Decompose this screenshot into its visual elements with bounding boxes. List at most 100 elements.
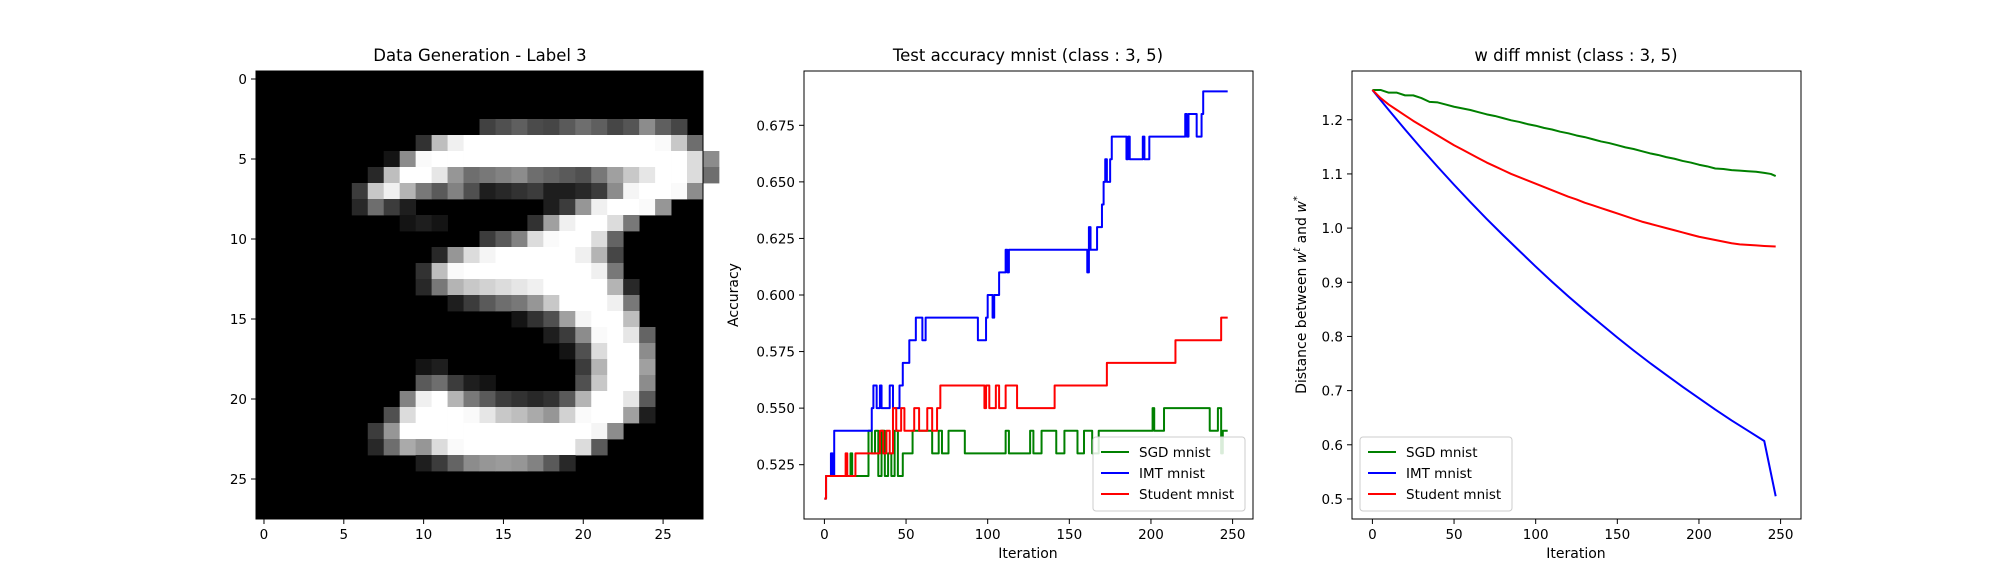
image-pixel: [591, 375, 608, 392]
image-pixel: [511, 407, 528, 424]
image-pixel: [559, 183, 576, 200]
image-pixel: [463, 135, 480, 152]
y-tick-label: 0.6: [1322, 438, 1343, 454]
image-pixel: [511, 151, 528, 168]
image-pixel: [687, 167, 704, 184]
image-pixel: [591, 231, 608, 248]
panel-title: Data Generation - Label 3: [373, 46, 586, 65]
image-pixel: [383, 199, 401, 216]
image-pixel: [431, 167, 448, 184]
image-pixel: [575, 215, 592, 232]
image-pixel: [511, 119, 528, 136]
image-pixel: [463, 423, 480, 440]
image-pixel: [511, 439, 528, 456]
image-pixel: [591, 151, 608, 168]
image-pixel: [463, 183, 480, 200]
image-pixel: [575, 391, 592, 408]
image-pixel: [447, 263, 464, 280]
y-tick-label: 20: [230, 392, 247, 408]
image-pixel: [527, 231, 544, 248]
image-pixel: [543, 135, 560, 152]
series-line: [1372, 88, 1777, 178]
image-pixel: [511, 455, 528, 472]
image-pixel: [447, 407, 464, 424]
image-pixel: [527, 167, 544, 184]
image-pixel: [415, 391, 432, 408]
image-pixel: [607, 311, 624, 328]
image-pixel: [415, 375, 432, 392]
image-pixel: [559, 215, 576, 232]
image-pixel: [671, 135, 688, 152]
image-pixel: [607, 135, 624, 152]
image-pixel: [591, 295, 608, 312]
y-axis-label-w2: w: [1294, 201, 1310, 213]
image-pixel: [383, 407, 401, 424]
image-pixel: [383, 439, 401, 456]
x-tick-label: 5: [340, 527, 349, 543]
image-pixel: [575, 135, 592, 152]
image-pixel: [431, 151, 448, 168]
image-pixel: [431, 359, 448, 376]
image-pixel: [639, 135, 656, 152]
series-line: [824, 407, 1228, 500]
image-pixel: [623, 375, 640, 392]
image-pixel: [431, 455, 448, 472]
image-pixel: [559, 263, 576, 280]
image-pixel: [559, 423, 576, 440]
image-pixel: [511, 423, 528, 440]
image-pixel: [559, 279, 576, 296]
legend-label: SGD mnist: [1406, 445, 1478, 461]
image-pixel: [511, 311, 528, 328]
image-pixel: [463, 263, 480, 280]
x-tick-label: 200: [1686, 527, 1712, 543]
x-tick-label: 250: [1768, 527, 1794, 543]
image-pixel: [623, 343, 640, 360]
image-pixel: [607, 183, 624, 200]
image-pixel: [655, 183, 672, 200]
y-axis-label-and: and: [1294, 213, 1310, 248]
image-pixel: [543, 327, 560, 344]
accuracy-plot-area: 0 50 100 150 200 250 0.525 0.550 0.575 0.600 0.625…: [756, 70, 1254, 543]
image-pixel: [415, 263, 432, 280]
image-pixel: [623, 167, 640, 184]
image-pixel: [623, 295, 640, 312]
image-pixel: [639, 343, 656, 360]
image-pixel: [543, 215, 560, 232]
image-pixel: [527, 119, 544, 136]
image-pixel: [639, 119, 656, 136]
x-tick-label: 100: [975, 527, 1001, 543]
y-tick-label: 1.0: [1322, 221, 1343, 237]
image-pixel: [463, 279, 480, 296]
image-pixel: [655, 135, 672, 152]
x-axis-label: Iteration: [998, 546, 1057, 562]
image-pixel: [591, 407, 608, 424]
image-pixel: [495, 439, 512, 456]
legend-label: Student mnist: [1139, 487, 1234, 503]
image-pixel: [575, 359, 592, 376]
image-pixel: [575, 119, 592, 136]
image-pixel: [543, 119, 560, 136]
image-pixel: [479, 119, 496, 136]
image-pixel: [687, 183, 704, 200]
image-pixel: [559, 151, 576, 168]
image-pixel: [527, 311, 544, 328]
image-pixel: [591, 135, 608, 152]
image-pixel: [671, 183, 688, 200]
y-axis-label-sup-t: t: [1292, 247, 1303, 252]
digit-image-panel: Data Generation - Label 3 0 5 10 15 20 25 0 5 10…: [230, 46, 720, 543]
image-pixel: [399, 439, 417, 456]
image-pixel: [367, 199, 385, 216]
image-pixel: [495, 455, 512, 472]
legend: SGD mnist IMT mnist Student mnist: [1092, 436, 1246, 512]
image-pixel: [559, 247, 576, 264]
image-pixel: [575, 151, 592, 168]
image-pixel: [639, 391, 656, 408]
image-pixel: [607, 263, 624, 280]
image-pixel: [607, 199, 624, 216]
image-pixel: [623, 359, 640, 376]
image-pixel: [559, 135, 576, 152]
image-pixel: [431, 215, 448, 232]
image-pixel: [559, 295, 576, 312]
image-pixel: [559, 327, 576, 344]
